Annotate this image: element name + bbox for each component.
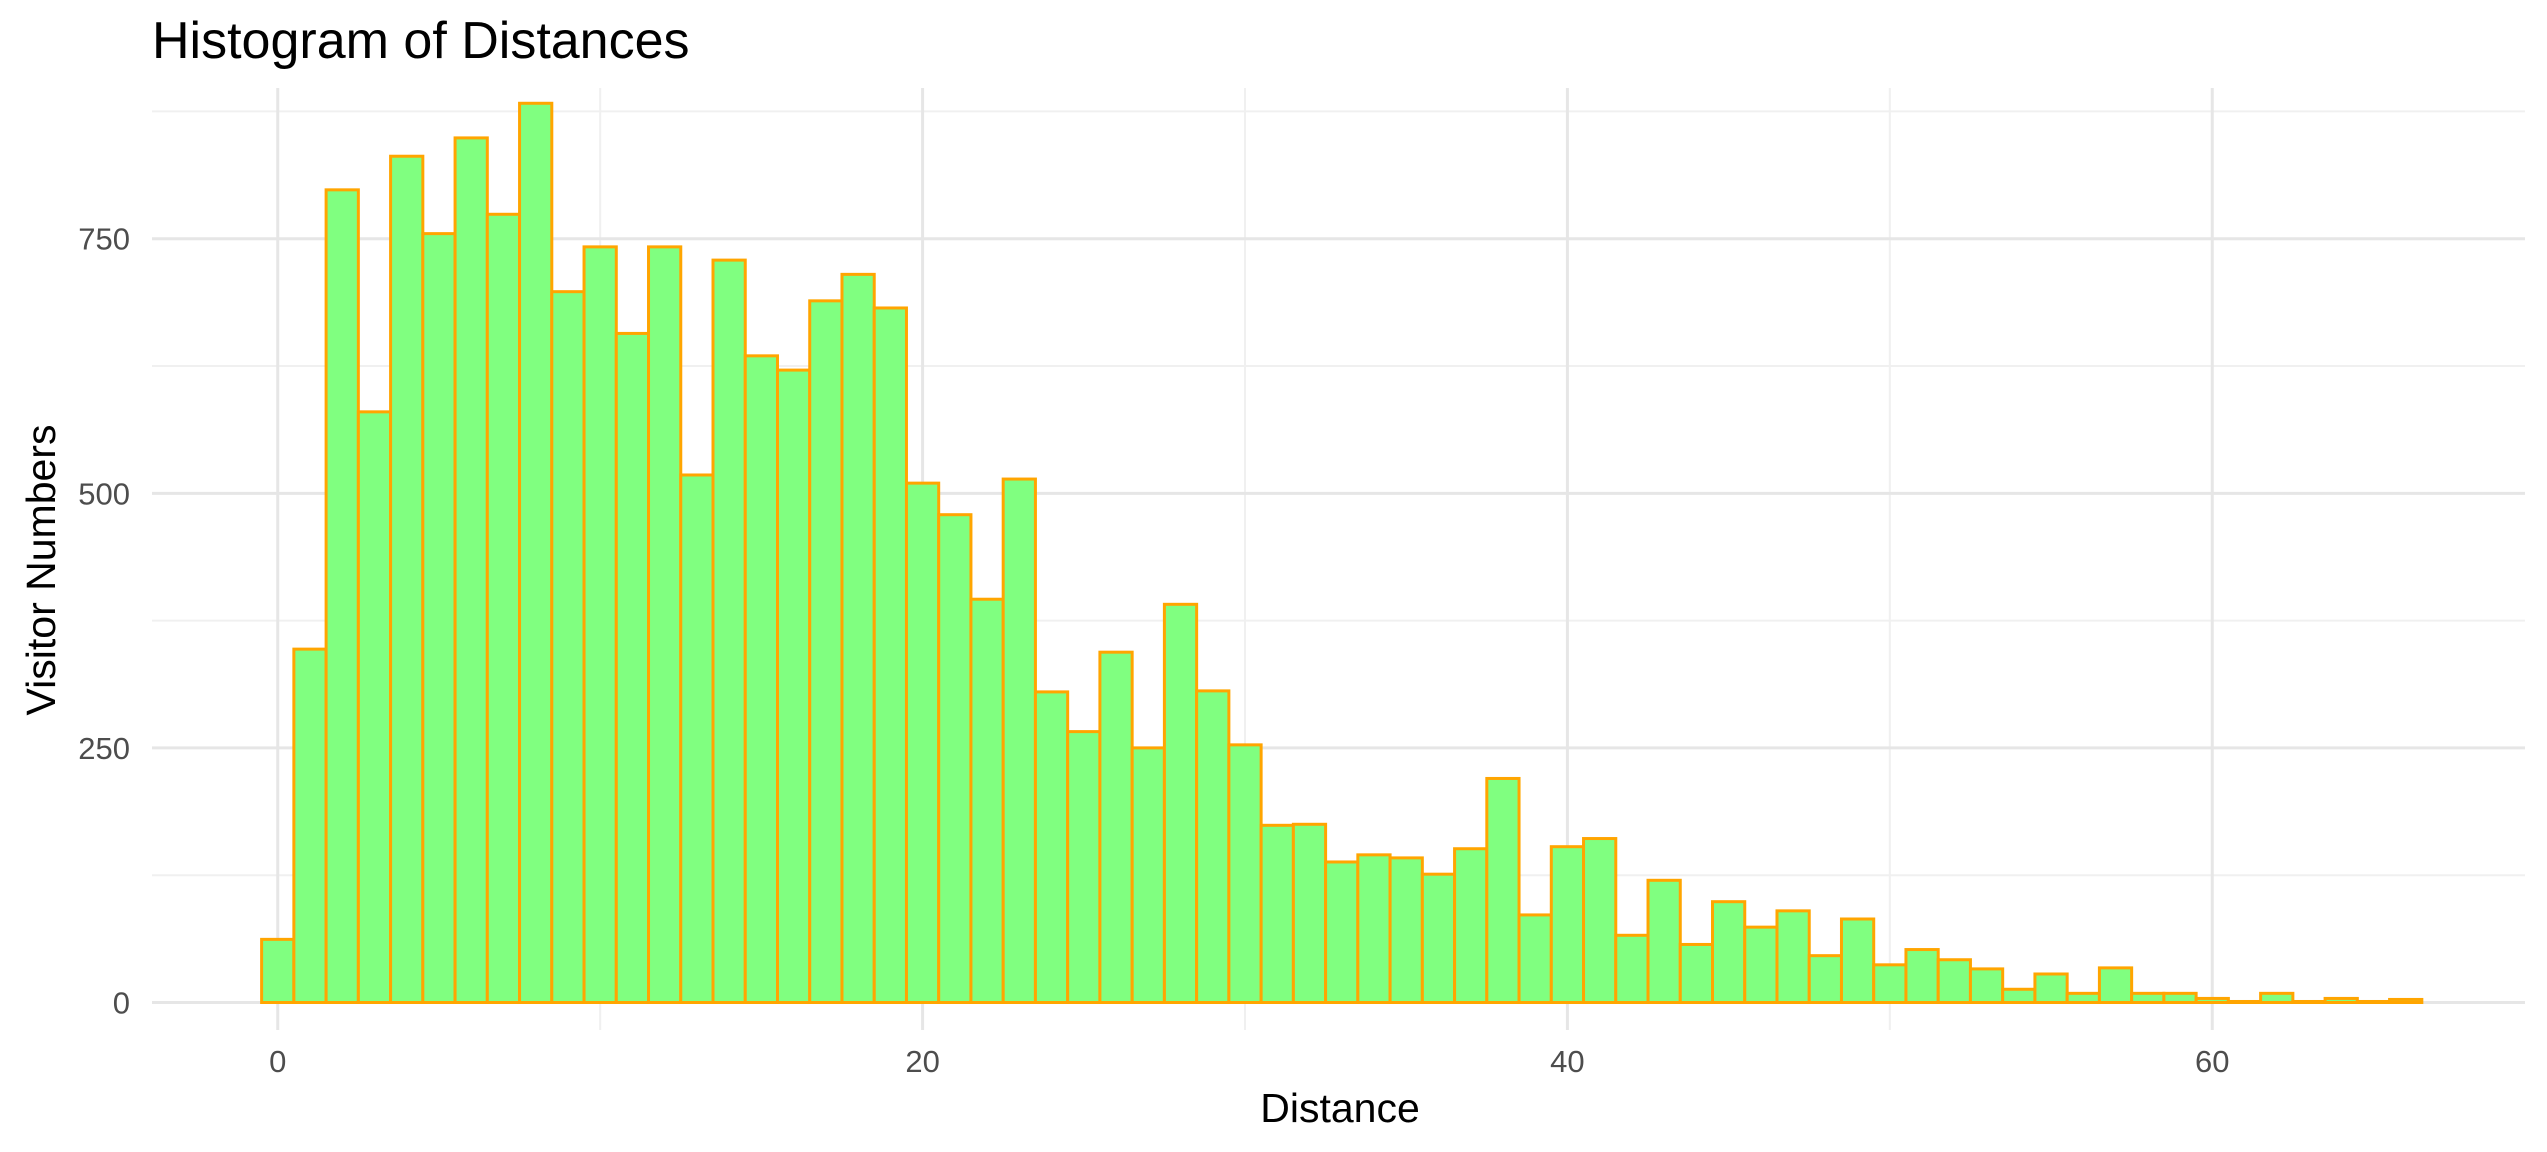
histogram-bar: [2097, 966, 2134, 1005]
histogram-bar: [356, 410, 393, 1005]
histogram-bar: [389, 154, 425, 1005]
histogram-bar: [292, 647, 328, 1005]
histogram-bar: [260, 937, 296, 1005]
histogram-bar: [808, 299, 844, 1005]
histogram-bar: [1033, 690, 1070, 1005]
histogram-bar: [1807, 954, 1843, 1005]
histogram-bar: [1646, 878, 1682, 1005]
histogram-bar: [647, 245, 683, 1005]
histogram-bar: [872, 306, 908, 1005]
histogram-bar: [904, 481, 941, 1005]
histogram-bar: [775, 368, 812, 1005]
histogram-bar: [1775, 909, 1811, 1005]
histogram-bar: [2259, 991, 2295, 1005]
histogram-bar: [1711, 900, 1747, 1005]
histogram-bar: [1904, 948, 1940, 1005]
histogram-bar: [1259, 823, 1295, 1005]
histogram-bar: [421, 232, 457, 1005]
histogram-bar: [2355, 999, 2392, 1005]
histogram-bar: [582, 245, 618, 1005]
histogram-bar: [1388, 856, 1424, 1005]
histogram-bar: [1582, 837, 1618, 1005]
histogram-bar: [2130, 991, 2166, 1005]
histogram-bar: [1743, 925, 1779, 1005]
histogram-bar: [453, 136, 489, 1005]
histogram-bar: [1420, 872, 1457, 1005]
histogram-bar: [2323, 996, 2359, 1005]
histogram-bar: [2065, 991, 2101, 1005]
y-tick-label: 0: [113, 986, 130, 1021]
histogram-bar: [1130, 746, 1166, 1005]
histogram-bar: [937, 513, 973, 1005]
histogram-bar: [2162, 991, 2198, 1005]
histogram-bar: [550, 290, 586, 1005]
x-axis-title: Distance: [1260, 1085, 1420, 1131]
y-axis-title: Visitor Numbers: [18, 425, 64, 716]
y-tick-label: 750: [78, 222, 130, 257]
histogram-bar: [840, 272, 876, 1005]
histogram-bar: [2033, 972, 2069, 1005]
histogram-bar: [1066, 730, 1102, 1005]
histogram-bar: [1162, 602, 1199, 1005]
histogram-bar: [1356, 853, 1392, 1005]
histogram-bar: [1227, 743, 1263, 1005]
x-tick-label: 40: [1550, 1044, 1584, 1079]
histogram-bar: [1839, 917, 1876, 1005]
bars: [260, 101, 2424, 1005]
histogram-bar: [324, 188, 360, 1005]
histogram-bar: [679, 473, 715, 1005]
histogram-bar: [1291, 822, 1328, 1005]
histogram-bar: [1001, 477, 1037, 1005]
x-tick-label: 0: [269, 1044, 286, 1079]
histogram-bar: [1517, 913, 1553, 1005]
histogram-bar: [1678, 942, 1715, 1005]
histogram-bar: [1098, 650, 1134, 1005]
histogram-bar: [1453, 847, 1489, 1005]
histogram-bar: [2388, 997, 2424, 1005]
histogram-bar: [1195, 689, 1231, 1005]
histogram-bar: [2226, 999, 2263, 1005]
histogram-bar: [485, 212, 522, 1005]
histogram-bar: [1614, 933, 1650, 1005]
histogram-bar: [1872, 963, 1908, 1005]
histogram-bar: [614, 331, 651, 1005]
y-tick-label: 500: [78, 476, 130, 511]
histogram-bar: [2194, 996, 2230, 1005]
histogram-bar: [2001, 987, 2037, 1005]
histogram-bar: [2291, 999, 2327, 1005]
histogram-bar: [1324, 860, 1360, 1005]
chart-title: Histogram of Distances: [152, 12, 690, 70]
histogram-bar: [743, 354, 779, 1005]
histogram-bar: [1968, 967, 2005, 1005]
histogram-bar: [969, 597, 1005, 1005]
y-tick-label: 250: [78, 731, 130, 766]
histogram-bar: [711, 258, 747, 1005]
histogram-bar: [518, 101, 554, 1005]
x-tick-label: 20: [905, 1044, 939, 1079]
y-axis-ticks: 0 250 500 750: [78, 222, 130, 1021]
histogram-bar: [1549, 845, 1586, 1005]
histogram-bar: [1485, 776, 1521, 1005]
x-axis-ticks: 0 20 40 60: [269, 1044, 2229, 1079]
histogram-bar: [1936, 958, 1972, 1005]
x-tick-label: 60: [2195, 1044, 2229, 1079]
